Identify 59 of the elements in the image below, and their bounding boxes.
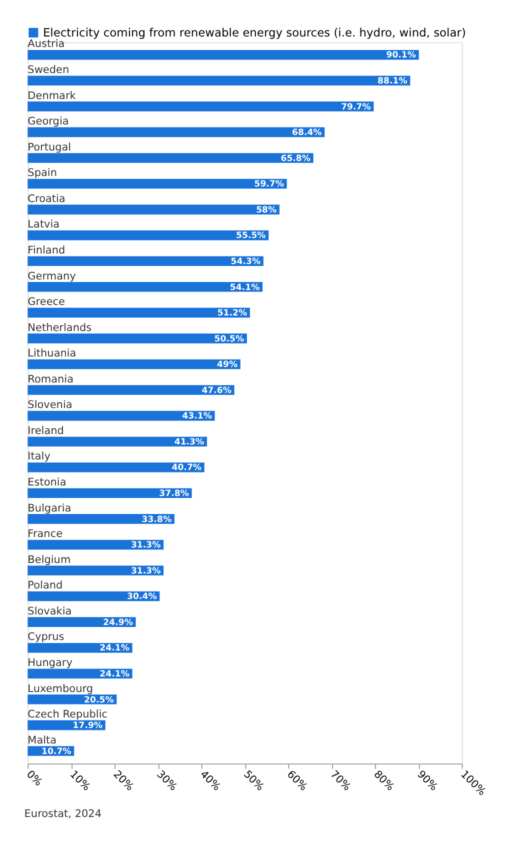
y-tick-label: Netherlands [28,322,92,334]
y-tick-label: Luxembourg [28,682,94,695]
data-label: 54.1% [230,282,260,293]
y-tick-label: Italy [28,450,50,463]
data-label: 37.8% [159,489,190,500]
y-tick-label: France [28,528,63,540]
data-label: 41.3% [174,437,205,448]
data-label: 33.8% [142,514,172,525]
data-label: 47.6% [202,386,232,396]
data-label: 20.5% [84,695,114,706]
y-tick-label: Estonia [28,476,66,489]
y-tick-label: Bulgaria [28,502,72,514]
data-label: 54.3% [230,256,261,267]
y-tick-label: Austria [28,38,65,50]
data-label: 88.1% [378,76,408,86]
y-tick-label: Hungary [28,656,72,669]
data-label: 58% [256,205,278,216]
data-label: 24.1% [100,669,130,680]
y-tick-label: Greece [28,296,65,308]
data-label: 43.1% [182,412,212,422]
text: Eurostat, 2024 [24,808,102,820]
y-tick-label: Spain [28,167,57,180]
data-label: 59.7% [254,180,284,190]
y-tick-label: Lithuania [28,348,76,360]
data-label: 40.7% [172,463,202,474]
y-tick-label: Slovenia [28,399,72,412]
y-tick-label: Ireland [28,424,64,437]
y-tick-label: Georgia [28,116,69,128]
data-label: 65.8% [280,154,311,164]
y-tick-label: Sweden [28,64,70,76]
data-label: 90.1% [386,50,416,61]
x-tick-label: 0% [24,768,44,789]
y-tick-label: Finland [28,244,66,256]
data-label: 24.1% [100,644,130,654]
data-label: 24.9% [103,618,134,628]
data-label: 31.3% [130,540,162,551]
data-label: 49% [217,360,238,370]
legend-label: Electricity coming from renewable energy sources (i.e. hydro, wind, solar) [42,26,466,40]
y-tick-label: Germany [28,270,76,282]
y-tick-label: Slovakia [28,605,72,618]
y-tick-label: Latvia [28,218,60,231]
data-label: 50.5% [214,334,244,344]
y-tick-label: Cyprus [28,631,64,644]
y-tick-label: Czech Republic [28,708,108,721]
y-tick-label: Malta [28,734,57,746]
data-label: 30.4% [127,592,158,602]
data-label: 17.9% [72,721,103,732]
data-label: 51.2% [217,308,248,319]
y-tick-label: Portugal [28,141,72,154]
data-label: 79.7% [341,102,372,112]
y-tick-label: Poland [28,580,63,592]
y-tick-label: Denmark [28,90,77,102]
y-tick-label: Belgium [28,554,71,566]
data-label: 68.4% [292,128,322,138]
data-label: 10.7% [42,746,72,757]
data-label: 31.3% [130,566,162,576]
y-tick-label: Romania [28,373,74,386]
y-tick-label: Croatia [28,192,66,205]
data-label: 55.5% [236,231,266,242]
